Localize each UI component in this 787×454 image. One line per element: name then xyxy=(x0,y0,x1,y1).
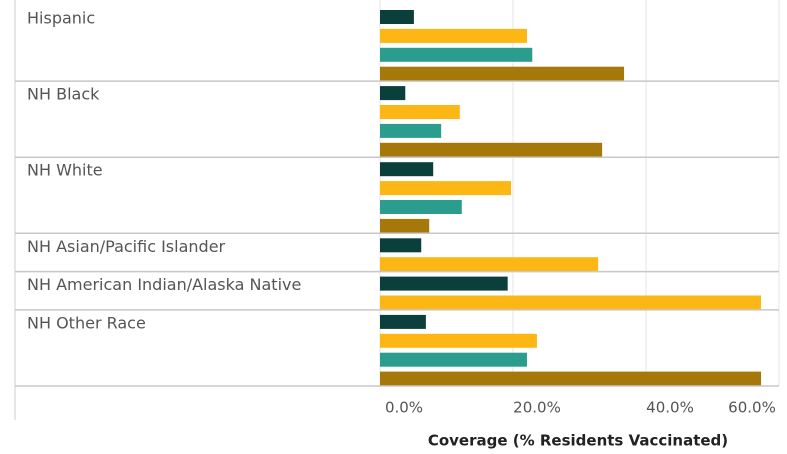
bar xyxy=(380,276,508,291)
bar xyxy=(380,10,414,24)
bar xyxy=(380,162,434,177)
bar xyxy=(380,142,603,157)
bar xyxy=(380,200,462,214)
bar xyxy=(380,66,625,81)
bar xyxy=(380,218,430,233)
category-label: NH Black xyxy=(27,85,100,104)
x-tick-label: 0.0% xyxy=(385,399,423,417)
x-tick-label: 40.0% xyxy=(646,399,694,417)
category-label: NH Asian/Pacific Islander xyxy=(27,237,226,256)
bar xyxy=(380,257,599,272)
category-label: NH Other Race xyxy=(27,313,146,332)
bar xyxy=(380,295,762,310)
category-label: Hispanic xyxy=(27,9,95,28)
category-label: NH White xyxy=(27,161,103,180)
bar xyxy=(380,86,406,101)
bar xyxy=(380,314,426,329)
bar xyxy=(380,123,442,138)
bar xyxy=(380,333,537,348)
bar xyxy=(380,105,460,119)
bar xyxy=(380,28,527,43)
x-tick-label: 60.0% xyxy=(728,399,776,417)
bar xyxy=(380,371,762,386)
x-axis-title: Coverage (% Residents Vaccinated) xyxy=(428,432,728,450)
x-tick-label: 20.0% xyxy=(513,399,561,417)
bar xyxy=(380,352,527,367)
bar xyxy=(380,238,422,253)
bar xyxy=(380,47,533,62)
category-label: NH American Indian/Alaska Native xyxy=(27,275,301,294)
bar xyxy=(380,181,512,196)
